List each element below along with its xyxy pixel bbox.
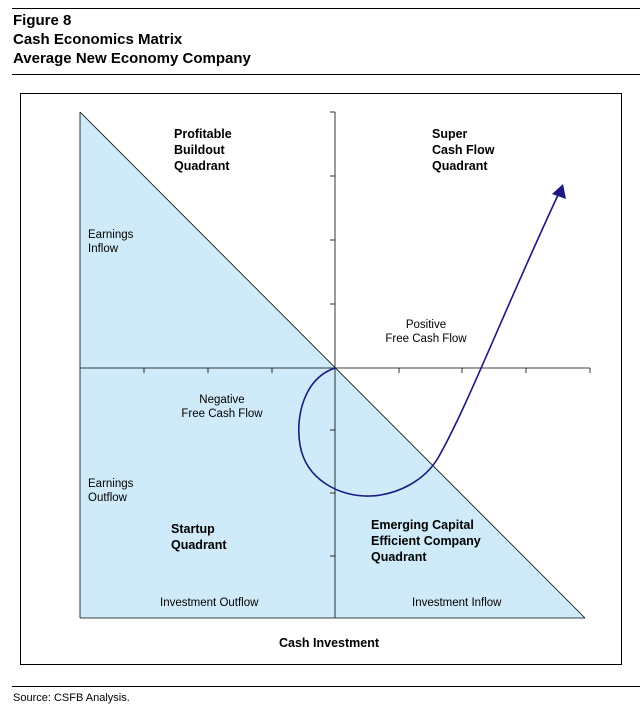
figure-title-line-2: Average New Economy Company <box>13 50 251 67</box>
label-line: Earnings <box>88 478 134 490</box>
investment-outflow-label: Investment Outflow <box>160 597 259 609</box>
diagonal-line <box>79 111 586 619</box>
label-line: Earnings <box>88 229 134 241</box>
quadrant-label-line: Profitable <box>174 127 232 141</box>
quadrant-label-line: Buildout <box>174 143 225 157</box>
x-axis-ticks <box>143 368 591 373</box>
arrowhead-icon <box>552 184 566 199</box>
quadrant-emerging-capital-efficient: Emerging Capital Efficient Company Quadr… <box>371 517 481 565</box>
quadrant-profitable-buildout: Profitable Buildout Quadrant <box>174 126 232 174</box>
quadrant-label-line: Quadrant <box>171 538 227 552</box>
y-axis-ticks <box>330 111 335 557</box>
negative-free-cash-flow-label: Negative Free Cash Flow <box>176 393 268 421</box>
quadrant-label-line: Emerging Capital <box>371 518 474 532</box>
source-rule <box>12 686 640 687</box>
shaded-region <box>80 112 585 618</box>
label-line: Negative <box>199 394 245 406</box>
figure-title-line-1: Cash Economics Matrix <box>13 31 183 48</box>
label-line: Inflow <box>88 243 119 255</box>
quadrant-label-line: Startup <box>171 522 215 536</box>
earnings-inflow-label: Earnings Inflow <box>88 228 133 256</box>
label-line: Outflow <box>88 492 127 504</box>
label-line: Free Cash Flow <box>181 408 263 420</box>
positive-free-cash-flow-label: Positive Free Cash Flow <box>380 318 472 346</box>
quadrant-label-line: Efficient Company <box>371 534 481 548</box>
quadrant-super-cash-flow: Super Cash Flow Quadrant <box>432 126 495 174</box>
label-line: Positive <box>405 319 447 331</box>
label-line: Free Cash Flow <box>385 333 467 345</box>
quadrant-label-line: Cash Flow <box>432 143 495 157</box>
earnings-outflow-label: Earnings Outflow <box>88 477 133 505</box>
diagram-frame <box>20 93 622 665</box>
x-axis-title: Cash Investment <box>279 636 380 650</box>
figure-number: Figure 8 <box>13 12 72 29</box>
quadrant-label-line: Quadrant <box>432 159 488 173</box>
source-note: Source: CSFB Analysis. <box>13 692 130 704</box>
top-rule <box>12 8 640 9</box>
trajectory-curve <box>297 194 559 497</box>
title-rule <box>12 74 640 75</box>
figure-title: Figure 8 Cash Economics Matrix Average N… <box>13 11 251 68</box>
quadrant-label-line: Super <box>432 127 468 141</box>
quadrant-startup: Startup Quadrant <box>171 521 227 553</box>
quadrant-label-line: Quadrant <box>371 550 427 564</box>
quadrant-label-line: Quadrant <box>174 159 230 173</box>
investment-inflow-label: Investment Inflow <box>412 597 502 609</box>
